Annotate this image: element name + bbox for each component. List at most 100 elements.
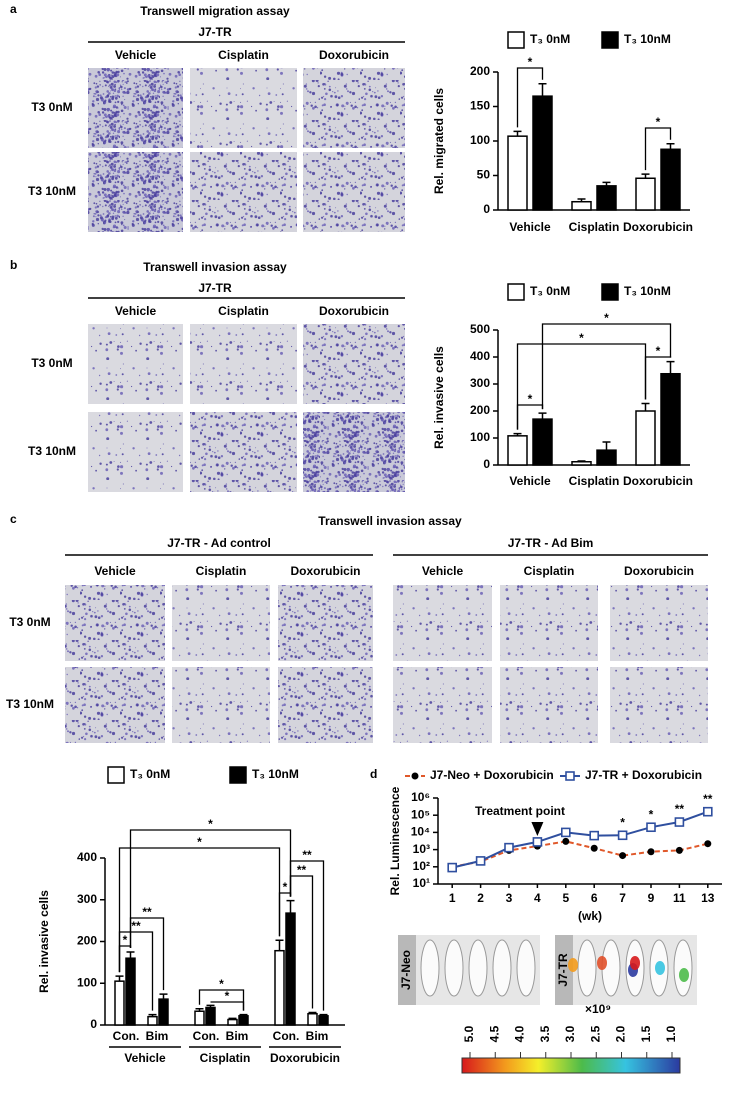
group-label: Vehicle xyxy=(124,1051,166,1065)
significance-bracket xyxy=(516,343,647,430)
significance-label: * xyxy=(649,807,654,821)
bar xyxy=(147,1015,158,1026)
y-tick-label: 10⁵ xyxy=(411,807,430,821)
error-bar xyxy=(275,939,284,951)
error-bar xyxy=(319,1013,328,1016)
bar xyxy=(660,372,681,466)
panel-label: c xyxy=(10,512,17,526)
colorbar-scale: ×10⁹ xyxy=(585,1002,611,1016)
y-tick-label: 100 xyxy=(470,430,490,444)
error-bar xyxy=(577,460,586,462)
bar xyxy=(532,418,553,466)
significance-bracket xyxy=(541,323,672,410)
x-tick-label: Doxorubicin xyxy=(623,474,693,488)
micrograph xyxy=(190,152,297,232)
column-label: Vehicle xyxy=(115,48,157,62)
x-tick-label: Bim xyxy=(306,1029,329,1043)
x-tick-label: Cisplatin xyxy=(569,220,620,234)
point xyxy=(674,817,685,827)
colorbar-tick-label: 4.5 xyxy=(487,1025,501,1042)
bar xyxy=(571,461,592,466)
column-label: Cisplatin xyxy=(218,48,269,62)
micrograph xyxy=(88,152,183,232)
panel-title: Transwell migration assay xyxy=(140,4,290,18)
bar xyxy=(285,912,296,1026)
y-tick-label: 150 xyxy=(470,99,490,113)
y-tick-label: 10² xyxy=(413,859,430,873)
x-tick-label: 7 xyxy=(619,891,626,905)
column-label: Doxorubicin xyxy=(624,564,694,578)
point xyxy=(562,837,570,845)
panel-label: a xyxy=(10,2,17,16)
point xyxy=(675,846,683,854)
y-tick-label: 200 xyxy=(470,403,490,417)
error-bar xyxy=(239,1013,248,1016)
significance-label: * xyxy=(579,331,584,345)
colorbar-tick-label: 5.0 xyxy=(462,1025,476,1042)
column-label: Cisplatin xyxy=(196,564,247,578)
bar xyxy=(596,185,617,211)
significance-label: ** xyxy=(142,905,152,919)
x-axis-label: (wk) xyxy=(578,909,602,923)
significance-bracket xyxy=(129,917,165,991)
group-label: J7-TR - Ad Bim xyxy=(508,536,594,550)
column-label: Cisplatin xyxy=(524,564,575,578)
micrograph xyxy=(500,667,598,743)
legend-label: T₃ 0nM xyxy=(530,284,570,298)
x-tick-label: Bim xyxy=(226,1029,249,1043)
signal xyxy=(568,958,578,972)
point xyxy=(647,848,655,856)
error-bar xyxy=(666,143,675,150)
group-label: J7-TR xyxy=(198,281,232,295)
series-line xyxy=(452,840,709,868)
significance-label: ** xyxy=(675,802,685,816)
significance-label: * xyxy=(620,815,625,829)
mouse xyxy=(468,939,488,997)
panel-label: d xyxy=(370,767,377,781)
panel-title: Transwell invasion assay xyxy=(143,260,287,274)
micrograph xyxy=(190,412,297,492)
significance-label: * xyxy=(604,311,609,325)
point xyxy=(589,830,600,841)
micrograph xyxy=(278,585,373,661)
x-tick-label: Con. xyxy=(113,1029,140,1043)
y-tick-label: 500 xyxy=(470,322,490,336)
legend-swatch xyxy=(229,766,247,784)
x-tick-label: Con. xyxy=(273,1029,300,1043)
bar xyxy=(635,177,656,211)
significance-label: * xyxy=(197,835,202,849)
legend-label: T₃ 0nM xyxy=(130,767,170,781)
significance-bracket xyxy=(118,931,154,1011)
legend-swatch xyxy=(507,31,525,49)
y-axis-label: Rel. migrated cells xyxy=(432,88,446,194)
bar xyxy=(507,135,528,211)
significance-bracket xyxy=(289,860,325,1011)
bar xyxy=(227,1018,238,1026)
significance-label: ** xyxy=(297,863,307,877)
legend-swatch xyxy=(507,283,525,301)
micrograph xyxy=(88,68,183,148)
group-label: J7-TR xyxy=(198,25,232,39)
legend-label: J7-TR + Doxorubicin xyxy=(585,768,702,782)
significance-bracket xyxy=(198,989,245,1011)
micrograph xyxy=(65,667,165,743)
y-axis-label: Rel. invasive cells xyxy=(37,890,51,993)
significance-bracket xyxy=(644,356,672,400)
legend-marker xyxy=(411,772,419,780)
y-tick-label: 0 xyxy=(483,202,490,216)
y-tick-label: 10¹ xyxy=(413,876,430,890)
error-bar xyxy=(577,198,586,202)
significance-label: * xyxy=(656,344,661,358)
colorbar-tick-label: 4.0 xyxy=(513,1025,527,1042)
column-label: Cisplatin xyxy=(218,304,269,318)
y-tick-label: 0 xyxy=(483,457,490,471)
error-bar xyxy=(126,951,135,959)
y-tick-label: 10⁴ xyxy=(411,825,430,839)
signal xyxy=(655,961,665,975)
x-tick-label: Vehicle xyxy=(509,220,551,234)
colorbar-tick-label: 2.5 xyxy=(588,1025,602,1042)
significance-bracket xyxy=(516,404,544,430)
micrograph xyxy=(172,667,270,743)
